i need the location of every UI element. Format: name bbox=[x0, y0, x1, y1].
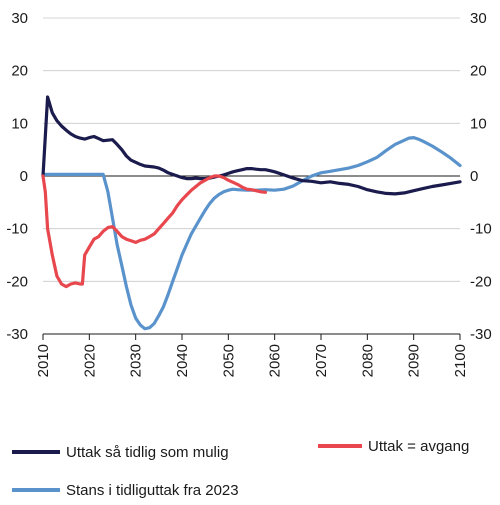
legend-label-uttak-tidlig: Uttak så tidlig som mulig bbox=[66, 444, 229, 461]
x-tick-label: 2020 bbox=[81, 344, 98, 377]
x-tick-label: 2030 bbox=[128, 344, 145, 377]
y-tick-label-left: -20 bbox=[6, 273, 28, 290]
y-tick-label-right: -10 bbox=[470, 221, 492, 238]
x-tick-label: 2040 bbox=[174, 344, 191, 377]
series-lines bbox=[41, 95, 462, 331]
y-tick-label-left: 0 bbox=[20, 168, 28, 185]
gridlines bbox=[43, 17, 460, 335]
legend: Uttak så tidlig som mulig Uttak = avgang… bbox=[12, 438, 469, 499]
series-line-stans bbox=[41, 136, 462, 331]
y-tick-label-right: 10 bbox=[470, 115, 487, 132]
x-axis: 2010 2020 2030 2040 2050 2060 2070 2080 2090 2100 bbox=[35, 333, 469, 377]
legend-label-stans: Stans i tidliguttak fra 2023 bbox=[66, 482, 239, 499]
y-tick-label-right: 30 bbox=[470, 10, 487, 27]
y-axis-left: 30 20 10 0 -10 -20 -30 bbox=[6, 10, 28, 343]
legend-label-uttak-avgang: Uttak = avgang bbox=[368, 438, 469, 455]
y-tick-label-right: 20 bbox=[470, 63, 487, 80]
y-tick-label-left: 30 bbox=[11, 10, 28, 27]
x-tick-label: 2100 bbox=[452, 344, 469, 377]
y-tick-label-right: 0 bbox=[470, 168, 478, 185]
x-tick-label: 2010 bbox=[35, 344, 52, 377]
x-tick-label: 2060 bbox=[267, 344, 284, 377]
x-tick-label: 2080 bbox=[359, 344, 376, 377]
y-tick-label-left: 20 bbox=[11, 63, 28, 80]
y-tick-label-left: -10 bbox=[6, 221, 28, 238]
x-tick-label: 2070 bbox=[313, 344, 330, 377]
series-line-uttak-avgang bbox=[41, 174, 267, 289]
y-tick-label-left: 10 bbox=[11, 115, 28, 132]
y-tick-label-left: -30 bbox=[6, 326, 28, 343]
x-tick-label: 2090 bbox=[406, 344, 423, 377]
x-tick-label: 2050 bbox=[220, 344, 237, 377]
y-tick-label-right: -30 bbox=[470, 326, 492, 343]
y-axis-right: 30 20 10 0 -10 -20 -30 bbox=[470, 10, 492, 343]
y-tick-label-right: -20 bbox=[470, 273, 492, 290]
